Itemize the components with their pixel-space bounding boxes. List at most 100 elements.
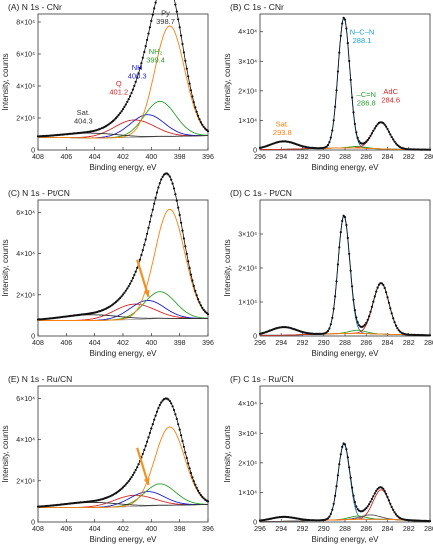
data-point <box>148 220 151 223</box>
peak-component-py <box>38 25 209 139</box>
data-point <box>341 22 344 25</box>
data-point <box>383 123 386 126</box>
data-point <box>335 280 338 283</box>
data-point <box>136 266 139 269</box>
y-tick-label: 1×10⁴ <box>238 490 257 497</box>
data-point <box>127 98 130 101</box>
data-point <box>153 7 156 10</box>
data-point <box>325 145 328 148</box>
data-point <box>137 463 140 466</box>
data-point <box>117 298 120 301</box>
arrow-head <box>143 477 150 485</box>
fit-envelope <box>38 397 209 507</box>
x-tick-label: 396 <box>202 526 214 533</box>
peak-component-nh- <box>38 100 208 139</box>
data-point <box>153 418 156 421</box>
chart-panel-3: (C) N 1s - Pt/CN 408 406 404 402 400 398 396 2×1… <box>1 172 214 358</box>
y-tick-label: 4×10⁴ <box>238 401 257 408</box>
data-point <box>355 316 358 319</box>
data-point <box>335 89 338 92</box>
data-point <box>341 445 344 449</box>
x-tick-label: 288 <box>339 340 351 347</box>
data-point <box>343 443 347 446</box>
y-tick-label: 0 <box>31 520 35 527</box>
data-point <box>345 27 348 30</box>
data-point <box>148 431 151 434</box>
data-point <box>376 487 379 491</box>
data-point <box>375 290 378 293</box>
data-point <box>126 100 129 103</box>
x-tick-label: 398 <box>174 154 186 161</box>
data-point <box>177 423 180 426</box>
data-point <box>180 221 183 224</box>
data-point <box>328 327 331 330</box>
y-axis-label: Intensity, counts <box>1 53 10 110</box>
data-point <box>358 140 361 143</box>
y-tick-label: 3×10⁴ <box>238 232 257 239</box>
data-point <box>392 508 395 511</box>
x-axis-label: Binding energy, eV <box>311 163 379 172</box>
data-point <box>428 520 432 523</box>
data-point <box>353 122 356 126</box>
y-tick-label: 6×10⁴ <box>16 210 35 217</box>
data-point <box>358 324 361 327</box>
data-point <box>396 327 399 330</box>
data-point <box>158 182 161 185</box>
x-tick-label: 294 <box>275 340 287 347</box>
peak-value: 286.8 <box>357 98 376 107</box>
data-point <box>131 277 134 280</box>
peak-label: N–C–N <box>350 28 375 37</box>
data-point <box>185 252 188 255</box>
data-point <box>124 289 127 292</box>
data-point <box>157 407 160 410</box>
data-point <box>151 13 154 16</box>
y-tick-label: 4×10⁴ <box>16 437 35 444</box>
data-point <box>329 323 332 326</box>
y-tick-label: 0 <box>31 334 35 341</box>
data-point <box>369 310 372 313</box>
data-point <box>372 300 375 303</box>
data-point <box>343 18 347 21</box>
x-tick-label: 286 <box>360 154 372 161</box>
data-point <box>329 136 332 139</box>
data-point <box>146 440 149 443</box>
x-tick-label: 402 <box>117 526 129 533</box>
data-point <box>386 296 389 299</box>
data-point <box>326 143 330 147</box>
data-point <box>342 16 345 19</box>
y-tick-label: 2×10⁴ <box>238 266 257 273</box>
y-axis-label: Intensity, counts <box>1 239 10 296</box>
data-point <box>170 402 173 405</box>
fit-envelope <box>38 0 209 137</box>
data-point <box>390 505 393 509</box>
peak-value: 400.3 <box>128 72 147 81</box>
data-point <box>349 476 352 479</box>
data-point <box>148 26 151 29</box>
fit-envelope <box>259 442 430 522</box>
data-point <box>326 517 330 520</box>
x-tick-label: 296 <box>254 340 266 347</box>
y-tick-label: 0 <box>253 334 257 341</box>
data-point <box>368 137 371 140</box>
data-point <box>389 307 392 310</box>
data-point <box>363 141 366 144</box>
data-point <box>380 486 383 489</box>
data-point <box>334 105 337 108</box>
data-point <box>349 269 352 272</box>
data-point <box>332 502 335 505</box>
data-point <box>356 508 359 511</box>
data-point <box>428 148 432 151</box>
x-tick-label: 294 <box>275 154 287 161</box>
data-point <box>175 417 178 421</box>
x-axis-label: Binding energy, eV <box>311 535 379 544</box>
x-tick-label: 398 <box>174 340 186 347</box>
peak-component-py <box>38 208 209 321</box>
data-point <box>147 436 150 439</box>
data-point <box>130 476 133 479</box>
data-point <box>199 121 202 124</box>
x-tick-label: 286 <box>360 526 372 533</box>
x-tick-label: 290 <box>318 154 330 161</box>
data-point <box>188 267 191 270</box>
data-point <box>138 258 142 261</box>
data-point <box>192 284 195 288</box>
